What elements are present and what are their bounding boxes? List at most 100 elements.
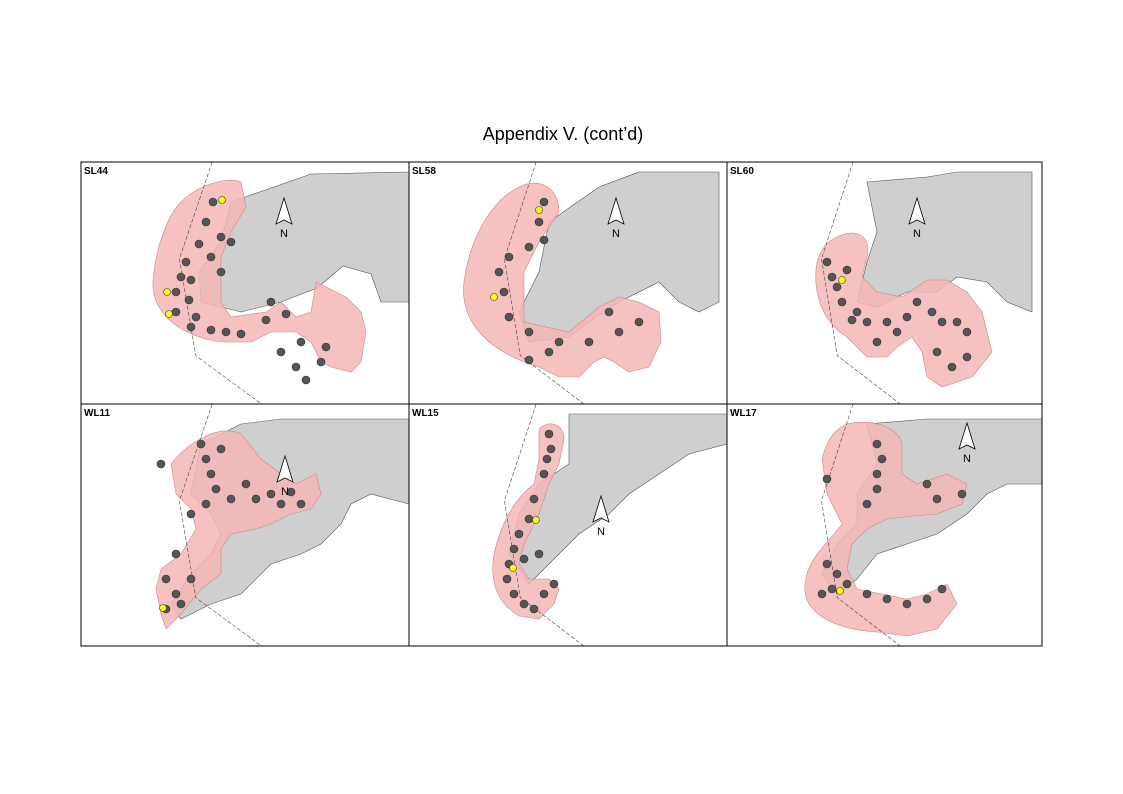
north-arrow [592,494,610,523]
sighting-highlight [532,516,540,524]
panel-label: WL15 [412,408,439,419]
sighting [539,469,549,479]
sighting [817,589,827,599]
sighting [519,599,529,609]
sighting [171,589,181,599]
sighting-highlight [509,564,517,572]
sighting [186,322,196,332]
sighting [912,297,922,307]
sighting [892,327,902,337]
sighting [937,317,947,327]
sighting-highlight [163,288,171,296]
sighting [281,309,291,319]
sighting [546,444,556,454]
sighting [504,312,514,322]
sighting [321,342,331,352]
sighting [947,362,957,372]
sighting [554,337,564,347]
north-arrow [958,421,976,450]
buffer-zone [815,232,993,388]
north-label: N [913,228,921,240]
map-panel: N WL15 [408,403,728,647]
sighting [634,317,644,327]
sighting [932,494,942,504]
panel-label: SL58 [412,166,436,177]
sighting [171,307,181,317]
sighting [822,559,832,569]
boundary-line [179,403,262,647]
north-label: N [281,486,289,498]
sighting [842,579,852,589]
sighting [584,337,594,347]
sighting [261,315,271,325]
sighting [186,574,196,584]
panel-frame [726,403,1043,647]
sighting [216,444,226,454]
sighting [852,307,862,317]
sighting [502,574,512,584]
sighting [872,469,882,479]
sighting [186,509,196,519]
sighting [872,484,882,494]
sighting [604,307,614,317]
sighting [266,489,276,499]
sighting [614,327,624,337]
sighting [534,549,544,559]
sighting [301,375,311,385]
sighting [181,257,191,267]
sighting [832,282,842,292]
sighting [837,297,847,307]
map-panel: N SL60 [726,161,1043,405]
sighting [529,494,539,504]
sighting [524,514,534,524]
sighting [241,479,251,489]
sighting [161,574,171,584]
boundary-line [504,161,585,405]
panel-label: WL11 [84,408,111,419]
panel-label: SL60 [730,166,754,177]
sighting [539,197,549,207]
sighting [932,347,942,357]
sighting [862,317,872,327]
sighting [201,217,211,227]
sighting [201,454,211,464]
sighting [872,439,882,449]
sighting [176,599,186,609]
sighting [221,327,231,337]
north-label: N [963,453,971,465]
sighting [534,217,544,227]
north-arrow [607,196,625,225]
sighting [544,347,554,357]
sighting [847,315,857,325]
sighting-highlight [838,276,846,284]
north-arrow [275,196,293,225]
sighting [882,594,892,604]
panel-label: WL17 [730,408,757,419]
sighting [827,272,837,282]
sighting [171,549,181,559]
sighting [542,454,552,464]
sighting [201,499,211,509]
sighting [519,554,529,564]
sighting [509,589,519,599]
sighting [206,252,216,262]
sighting [171,287,181,297]
sighting [549,579,559,589]
sighting [544,429,554,439]
sighting [291,362,301,372]
sighting [186,275,196,285]
sighting [216,267,226,277]
sighting [514,529,524,539]
sighting [902,312,912,322]
sighting [499,287,509,297]
sighting [196,439,206,449]
sighting [226,237,236,247]
sighting [296,337,306,347]
sighting [539,589,549,599]
sighting [927,307,937,317]
north-arrow [908,196,926,225]
sighting [822,257,832,267]
land [856,171,1033,313]
sighting [922,479,932,489]
